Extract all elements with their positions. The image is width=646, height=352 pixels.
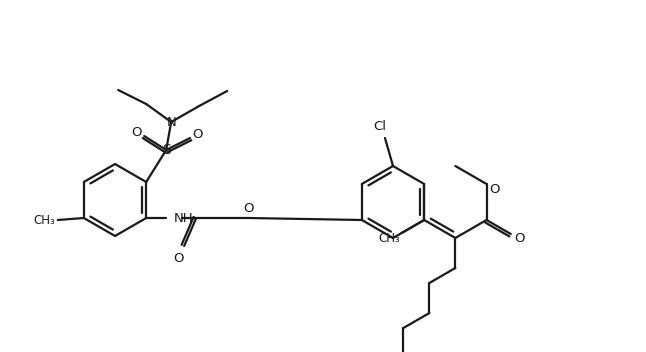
Text: S: S	[162, 143, 171, 157]
Text: Cl: Cl	[373, 120, 386, 133]
Text: O: O	[173, 251, 183, 264]
Text: CH₃: CH₃	[379, 232, 401, 245]
Text: O: O	[514, 233, 525, 245]
Text: O: O	[243, 201, 253, 214]
Text: CH₃: CH₃	[33, 214, 55, 226]
Text: NH: NH	[174, 212, 194, 225]
Text: O: O	[131, 126, 141, 138]
Text: N: N	[166, 115, 176, 128]
Text: O: O	[192, 127, 202, 140]
Text: O: O	[489, 182, 500, 195]
